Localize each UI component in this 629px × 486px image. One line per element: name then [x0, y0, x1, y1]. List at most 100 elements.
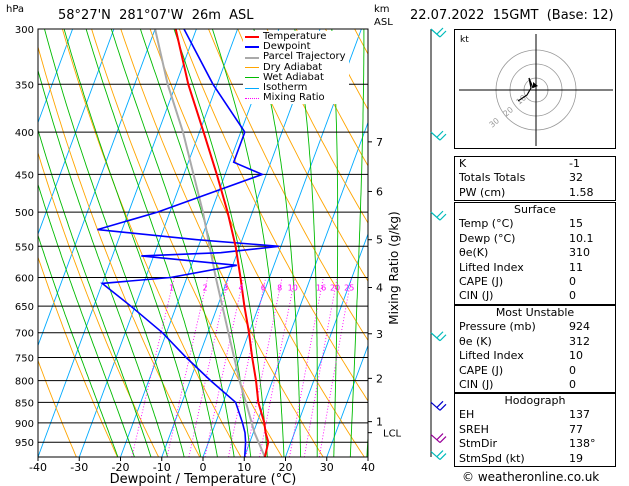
km-unit-label: km [374, 4, 390, 15]
storm-motion-marker [533, 82, 538, 88]
isotherm-line [243, 121, 368, 457]
index-row: Totals Totals 32 [455, 171, 615, 185]
legend-swatch-isotherm [245, 87, 259, 89]
dry-adiabat-line [178, 29, 368, 402]
legend-swatch-mixing-ratio [245, 97, 259, 99]
dry-adiabat-line [237, 29, 368, 282]
legend-swatch-dry-adiabat [245, 67, 259, 69]
hodograph-ring-label: 20 [502, 105, 516, 118]
wind-barb [430, 451, 441, 460]
legend-item: Dry Adiabat [245, 62, 346, 73]
most-unstable-label: Lifted Index [459, 349, 524, 363]
wind-barb [430, 28, 441, 38]
wind-barb-feather [436, 400, 444, 408]
mixing-ratio-label: 1 [169, 283, 174, 292]
temperature-tick-label: -40 [29, 461, 47, 474]
legend-label: Wet Adiabat [263, 71, 324, 83]
pressure-tick-label: 300 [15, 25, 34, 36]
wind-barb [430, 401, 441, 411]
wet-adiabat-line [38, 68, 169, 457]
mixing-ratio-label: 6 [261, 283, 266, 292]
legend-swatch-wet-adiabat [245, 77, 259, 79]
wet-adiabat-line [139, 29, 252, 457]
most-unstable-value: 924 [569, 320, 590, 334]
hodograph-row: SREH 77 [455, 423, 615, 437]
pressure-tick-label: 900 [15, 419, 34, 430]
mixing-ratio-label: 3 [223, 283, 228, 292]
dry-adiabat-line [149, 29, 365, 457]
temperature-tick-label: -20 [112, 461, 130, 474]
pressure-tick-label: 600 [15, 273, 34, 284]
wind-barb [430, 434, 441, 444]
wet-adiabat-line [38, 182, 135, 457]
pressure-tick-label: 800 [15, 377, 34, 388]
surface-value: 10.1 [569, 231, 594, 245]
pressure-tick-label: 750 [15, 353, 34, 364]
hodograph-label: StmDir [459, 437, 498, 451]
wet-adiabat-line [85, 29, 218, 457]
hodograph-table: Hodograph EH 137 SREH 77 StmDir 138° StmSpd… [454, 393, 616, 468]
temperature-tick-label: -10 [153, 461, 171, 474]
index-label: Totals Totals [459, 171, 526, 185]
hodograph-title: Hodograph [504, 394, 566, 407]
footer-credit[interactable]: © weatheronline.co.uk [462, 470, 600, 484]
isotherm-line [38, 29, 115, 236]
surface-row: θe(K) 310 [455, 246, 615, 260]
dry-adiabat-line [91, 29, 283, 457]
legend-swatch-temperature [245, 36, 259, 39]
most-unstable-value: 0 [569, 363, 576, 377]
wet-adiabat-line [44, 29, 185, 457]
surface-value: 11 [569, 260, 583, 274]
hpa-unit-label: hPa [6, 4, 25, 15]
wet-adiabat-line [63, 29, 202, 457]
most-unstable-label: CIN (J) [459, 378, 494, 392]
hodograph-row: StmSpd (kt) 19 [455, 452, 615, 466]
surface-table: Surface Temp (°C) 15 Dewp (°C) 10.1 θe(K) 3… [454, 202, 616, 305]
legend-label: Isotherm [263, 82, 308, 94]
temperature-tick-label: 10 [237, 461, 251, 474]
surface-title: Surface [514, 203, 556, 216]
pressure-tick-label: 500 [15, 208, 34, 219]
km-tick-label: 7 [376, 136, 383, 149]
hodograph-value: 137 [569, 408, 590, 422]
hodograph-label: SREH [459, 422, 489, 436]
mixing-ratio-label: 10 [288, 283, 298, 292]
legend-label: Dewpoint [263, 41, 311, 53]
wind-barb-feather [436, 450, 444, 457]
most-unstable-value: 312 [569, 334, 590, 348]
most-unstable-row: CIN (J) 0 [455, 378, 615, 392]
wind-barb [430, 332, 441, 342]
temperature-tick-label: 30 [320, 461, 334, 474]
chart-legend: Temperature Dewpoint Parcel Trajectory D… [243, 31, 349, 105]
mixing-ratio-label: 25 [344, 283, 354, 292]
index-value: 32 [569, 171, 583, 185]
km-tick-label: 2 [376, 372, 383, 385]
hodograph-row: EH 137 [455, 408, 615, 422]
mixing-ratio-label: 8 [277, 283, 282, 292]
mixing-ratio-line [166, 277, 209, 457]
legend-swatch-parcel [245, 56, 259, 59]
dry-adiabat-line [295, 29, 368, 167]
km-tick-label: 4 [376, 281, 383, 294]
hodograph-row: StmDir 138° [455, 437, 615, 451]
lcl-label: LCL [383, 429, 402, 440]
wet-adiabat-line [110, 29, 235, 457]
wet-adiabat-line [211, 29, 285, 457]
legend-item: Dewpoint [245, 41, 346, 53]
wind-barb [430, 131, 441, 141]
surface-label: Temp (°C) [459, 217, 514, 231]
most-unstable-row: CAPE (J) 0 [455, 364, 615, 378]
wet-adiabat-line [253, 29, 302, 457]
mixing-ratio-label: 16 [316, 283, 326, 292]
hodograph-label: StmSpd (kt) [459, 451, 525, 465]
dry-adiabat-line [38, 151, 160, 457]
surface-value: 0 [569, 275, 576, 289]
surface-value: 310 [569, 246, 590, 260]
index-value: 1.58 [569, 185, 594, 199]
surface-row: CIN (J) 0 [455, 289, 615, 303]
indices-table: K -1 Totals Totals 32 PW (cm) 1.58 [454, 156, 616, 202]
surface-value: 15 [569, 217, 583, 231]
most-unstable-label: CAPE (J) [459, 363, 504, 377]
km-tick-label: 3 [376, 328, 383, 341]
